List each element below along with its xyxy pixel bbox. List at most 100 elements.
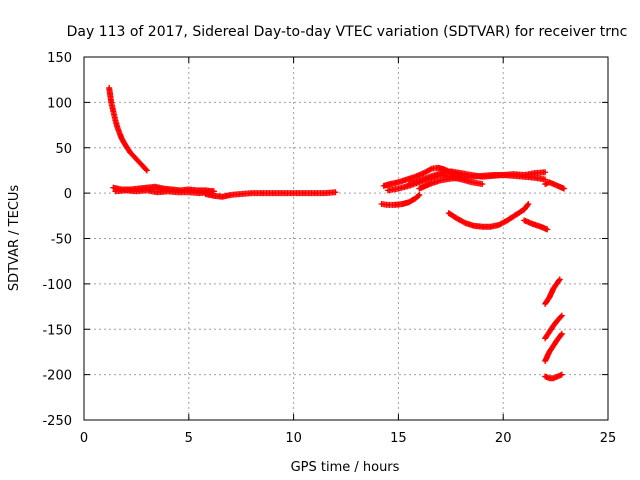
data-point <box>407 182 411 186</box>
y-tick-label: -150 <box>42 323 72 338</box>
data-point <box>439 171 442 175</box>
y-tick-label: 50 <box>55 142 72 157</box>
data-point <box>413 197 417 200</box>
data-point <box>512 174 515 178</box>
data-point <box>177 191 180 194</box>
data-point <box>514 213 517 217</box>
data-point <box>141 164 144 168</box>
data-point <box>137 160 140 163</box>
data-point <box>481 174 484 178</box>
series-arc-16 <box>542 371 565 382</box>
x-tick-label: 15 <box>390 431 407 446</box>
data-point <box>114 190 117 193</box>
data-point <box>281 191 285 195</box>
data-point <box>393 203 396 207</box>
data-point <box>439 179 442 182</box>
series-arc-10 <box>445 201 532 230</box>
data-point <box>560 314 564 317</box>
data-point <box>489 225 492 228</box>
data-point <box>543 359 547 363</box>
series-arc-14 <box>542 312 565 342</box>
data-point <box>472 224 476 227</box>
axis-ticks: 0 5 10 15 20 25 -250 -200 -150 -100 -50 0 50 100 150 <box>42 51 616 446</box>
data-point <box>522 219 526 222</box>
data-point <box>110 101 113 104</box>
data-point <box>334 191 337 194</box>
data-point <box>133 155 136 159</box>
data-point-markers <box>202 189 339 200</box>
y-tick-label: 100 <box>47 96 72 111</box>
x-tick-label: 5 <box>185 431 193 446</box>
data-point <box>556 338 559 341</box>
data-point <box>145 189 149 192</box>
data-point <box>418 187 421 190</box>
data-point <box>292 191 295 195</box>
x-tick-label: 25 <box>600 431 617 446</box>
data-point <box>552 287 555 290</box>
data-point <box>491 173 494 177</box>
x-tick-label: 0 <box>80 431 88 446</box>
data-point <box>447 211 450 215</box>
data-point <box>145 169 149 172</box>
series-arc-12 <box>542 179 567 192</box>
y-axis-label: SDTVAR / TECUs <box>7 185 22 292</box>
data-point <box>380 202 383 206</box>
chart-title: Day 113 of 2017, Sidereal Day-to-day VTE… <box>67 24 628 40</box>
data-point <box>112 110 115 113</box>
data-point <box>449 170 452 173</box>
y-tick-label: 150 <box>47 51 72 66</box>
data-point <box>386 203 390 207</box>
data-point <box>543 182 547 186</box>
data-point <box>397 181 400 184</box>
series-arc-11 <box>521 217 551 233</box>
x-tick-label: 10 <box>285 431 302 446</box>
data-point <box>135 190 138 193</box>
data-point <box>422 171 425 175</box>
data-point <box>107 86 111 90</box>
data-point <box>449 177 452 180</box>
data-point <box>543 302 547 306</box>
data-point <box>533 171 536 175</box>
data-point <box>437 166 440 169</box>
data-point <box>539 225 543 228</box>
y-tick-label: 0 <box>64 187 72 202</box>
data-point <box>428 175 432 178</box>
data-point <box>527 202 530 206</box>
data-point <box>229 193 232 197</box>
data-point <box>522 175 526 178</box>
data-point <box>313 191 316 195</box>
data-point <box>240 192 243 196</box>
data-point <box>413 175 417 178</box>
data-point-markers <box>106 84 150 174</box>
x-axis-label: GPS time / hours <box>291 460 400 475</box>
data-point <box>418 179 421 182</box>
series-arc-15 <box>542 330 565 365</box>
data-point <box>198 191 201 195</box>
data-point <box>552 377 555 380</box>
data-point <box>562 187 566 190</box>
data-point <box>548 296 551 299</box>
data-point <box>560 332 564 335</box>
data-point <box>548 181 551 184</box>
data-point <box>497 223 501 227</box>
data-point <box>112 186 115 189</box>
data-point <box>204 192 207 196</box>
data-point <box>124 189 128 192</box>
y-tick-label: -100 <box>42 278 72 293</box>
data-point <box>548 330 551 334</box>
data-point <box>558 278 561 281</box>
data-points <box>106 84 567 382</box>
data-point-markers <box>445 201 532 230</box>
data-point <box>533 176 536 179</box>
data-point-markers <box>521 217 551 233</box>
data-point <box>221 195 224 198</box>
series-arc-4 <box>202 189 339 200</box>
data-point <box>560 373 564 376</box>
data-point <box>114 119 117 122</box>
data-point <box>506 219 509 222</box>
data-point <box>154 185 157 188</box>
data-point <box>481 182 484 186</box>
data-point-markers <box>542 179 567 192</box>
data-point <box>382 184 385 188</box>
